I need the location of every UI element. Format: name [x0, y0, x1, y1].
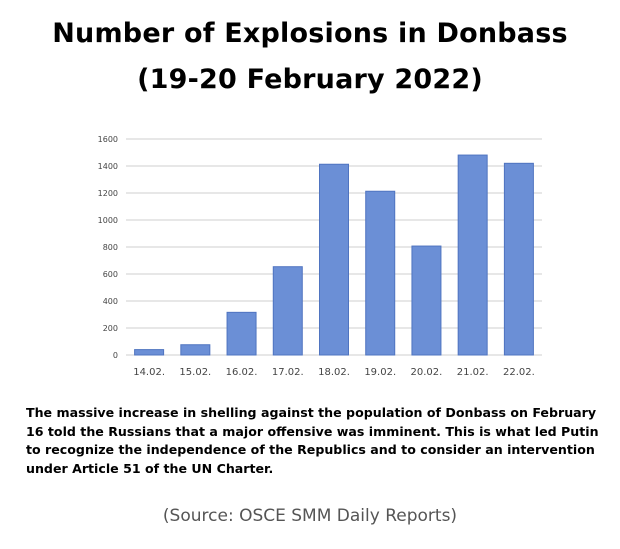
x-tick-label: 20.02. [411, 367, 443, 378]
y-tick-label: 1600 [98, 135, 118, 144]
y-tick-label: 1200 [98, 189, 118, 198]
bar-16-02 [226, 311, 257, 356]
x-tick-label: 19.02. [364, 367, 396, 378]
bar-18-02 [319, 163, 349, 356]
bar-20-02 [411, 245, 442, 356]
bar-15-02 [180, 344, 211, 356]
chart-title-line-2: (19-20 February 2022) [137, 64, 483, 95]
bar-21-02 [457, 154, 488, 356]
x-tick-label: 21.02. [457, 367, 489, 378]
x-axis-ticks: 14.02. 15.02. 16.02. 17.02. 18.02. 19.02. 20.0… [133, 367, 535, 378]
x-tick-label: 18.02. [318, 367, 350, 378]
chart-caption: The massive increase in shelling against… [26, 405, 599, 476]
bar-19-02 [365, 190, 396, 356]
chart-title-line-1: Number of Explosions in Donbass [52, 18, 568, 49]
y-axis-ticks: 0 200 400 600 800 1000 1200 1400 1600 [98, 135, 118, 360]
bar-14-02 [134, 349, 165, 356]
y-tick-label: 1000 [98, 216, 118, 225]
source-note: (Source: OSCE SMM Daily Reports) [162, 506, 458, 526]
x-tick-label: 16.02. [226, 367, 258, 378]
y-tick-label: 400 [103, 297, 118, 306]
y-tick-label: 0 [113, 351, 118, 360]
y-tick-label: 800 [103, 243, 118, 252]
x-tick-label: 15.02. [179, 367, 211, 378]
y-tick-label: 200 [103, 324, 118, 333]
y-tick-label: 600 [103, 270, 118, 279]
x-tick-label: 17.02. [272, 367, 304, 378]
chart-bars [134, 154, 534, 356]
x-tick-label: 22.02. [503, 367, 535, 378]
bar-22-02 [503, 162, 534, 356]
y-tick-label: 1400 [98, 162, 118, 171]
x-tick-label: 14.02. [133, 367, 165, 378]
bar-17-02 [272, 266, 303, 356]
